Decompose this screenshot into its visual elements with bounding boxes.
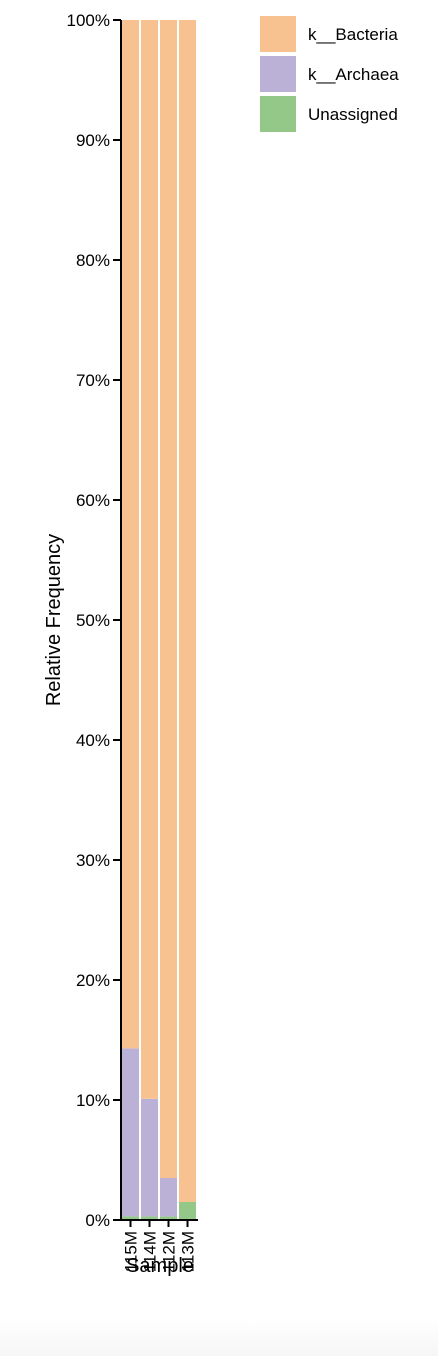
bar-segment-115M-k-archaea: [122, 1048, 139, 1217]
x-tick-label: 112M: [160, 1231, 179, 1272]
y-tick-label: 60%: [76, 491, 110, 510]
bar-segment-115M-k-bacteria: [122, 20, 139, 1049]
bar-segment-112M-unassigned: [160, 1216, 177, 1220]
bar-segment-113M-unassigned: [179, 1202, 196, 1220]
legend-label: k__Archaea: [308, 65, 399, 84]
y-axis: 0% 10% 20% 30% 40% 50% 60% 70% 80% 90% 100%: [67, 11, 122, 1230]
legend-swatch-k-archaea: [260, 56, 296, 92]
legend: k__Bacteria k__Archaea Unassigned: [260, 16, 399, 132]
bar-segment-114M-k-bacteria: [141, 20, 158, 1099]
x-axis: 115M 114M 112M 113M: [121, 1219, 198, 1272]
bar-segment-114M-unassigned: [141, 1216, 158, 1220]
legend-swatch-k-bacteria: [260, 16, 296, 52]
bar-segment-114M-k-archaea: [141, 1098, 158, 1217]
y-tick-label: 30%: [76, 851, 110, 870]
bar-segment-115M-unassigned: [122, 1216, 139, 1220]
bar-segment-112M-k-archaea: [160, 1178, 177, 1217]
y-tick-label: 70%: [76, 371, 110, 390]
y-tick-label: 40%: [76, 731, 110, 750]
legend-swatch-unassigned: [260, 96, 296, 132]
legend-label: Unassigned: [308, 105, 398, 124]
x-tick-label: 113M: [179, 1231, 198, 1272]
bars-group: [122, 20, 196, 1220]
y-axis-title: Relative Frequency: [43, 534, 65, 706]
x-axis-title: Sample: [126, 1255, 194, 1277]
y-tick-label: 50%: [76, 611, 110, 630]
x-tick-label: 115M: [122, 1231, 141, 1272]
y-tick-label: 90%: [76, 131, 110, 150]
x-tick-label: 114M: [141, 1231, 160, 1272]
y-tick-label: 0%: [85, 1211, 110, 1230]
bar-segment-113M-k-bacteria: [179, 20, 196, 1202]
y-tick-label: 20%: [76, 971, 110, 990]
bar-segment-112M-k-bacteria: [160, 20, 177, 1178]
y-tick-label: 10%: [76, 1091, 110, 1110]
y-tick-label: 80%: [76, 251, 110, 270]
bottom-fade: [0, 1318, 438, 1356]
legend-label: k__Bacteria: [308, 25, 398, 44]
y-tick-label: 100%: [67, 11, 110, 30]
